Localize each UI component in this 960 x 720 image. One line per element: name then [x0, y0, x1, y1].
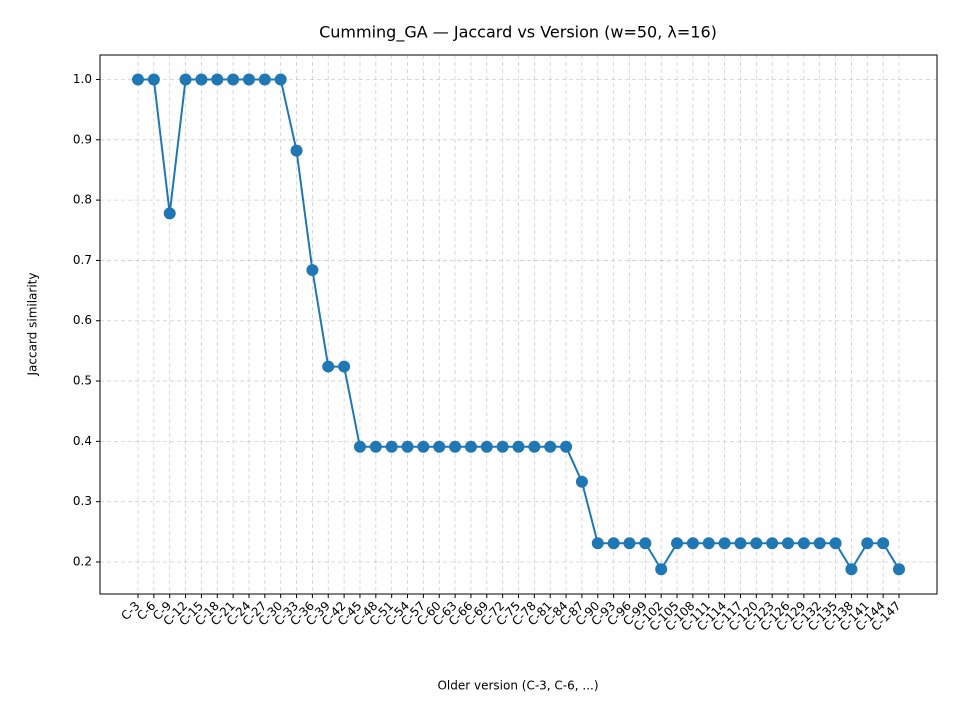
point	[290, 144, 303, 157]
point	[147, 73, 160, 86]
point	[401, 440, 414, 453]
point	[496, 440, 509, 453]
point	[893, 563, 905, 576]
y-tick-label: 1.0	[73, 72, 92, 86]
point	[179, 73, 192, 86]
point	[607, 537, 620, 550]
point	[591, 537, 604, 550]
point	[686, 537, 699, 550]
point	[813, 537, 826, 550]
point	[671, 537, 684, 550]
point	[829, 537, 842, 550]
point	[845, 563, 858, 576]
y-tick-label: 0.6	[73, 313, 92, 327]
point	[797, 537, 810, 550]
point	[560, 440, 573, 453]
point	[385, 440, 398, 453]
point	[369, 440, 382, 453]
y-tick-label: 0.4	[73, 434, 92, 448]
y-tick-label: 0.8	[73, 193, 92, 207]
x-axis-label: Older version (C-3, C-6, ...)	[437, 679, 598, 693]
point	[575, 475, 588, 488]
point	[655, 563, 668, 576]
point	[702, 537, 715, 550]
point	[132, 73, 144, 86]
point	[750, 537, 763, 550]
point	[782, 537, 795, 550]
point	[544, 440, 557, 453]
point	[623, 537, 636, 550]
point	[449, 440, 462, 453]
point	[306, 264, 319, 277]
point	[877, 537, 890, 550]
point	[639, 537, 652, 550]
point	[480, 440, 493, 453]
point	[512, 440, 525, 453]
point	[163, 207, 176, 220]
point	[195, 73, 208, 86]
point	[528, 440, 541, 453]
y-tick-label: 0.3	[73, 494, 92, 508]
point	[734, 537, 747, 550]
point	[211, 73, 224, 86]
point	[338, 360, 351, 373]
y-tick-label: 0.2	[73, 554, 92, 568]
point	[861, 537, 874, 550]
chart-title: Cumming_GA — Jaccard vs Version (w=50, λ…	[319, 23, 717, 43]
point	[417, 440, 430, 453]
point	[322, 360, 335, 373]
point	[718, 537, 731, 550]
point	[274, 73, 287, 86]
plot-frame	[99, 54, 938, 595]
point	[433, 440, 446, 453]
point	[464, 440, 477, 453]
point	[227, 73, 240, 86]
y-tick-label: 0.9	[73, 132, 92, 146]
point	[258, 73, 271, 86]
point	[766, 537, 779, 550]
point	[353, 440, 366, 453]
y-tick-label: 0.5	[73, 374, 92, 388]
y-tick-label: 0.7	[73, 253, 92, 267]
point	[242, 73, 255, 86]
y-axis-label: Jaccard similarity	[26, 273, 40, 377]
